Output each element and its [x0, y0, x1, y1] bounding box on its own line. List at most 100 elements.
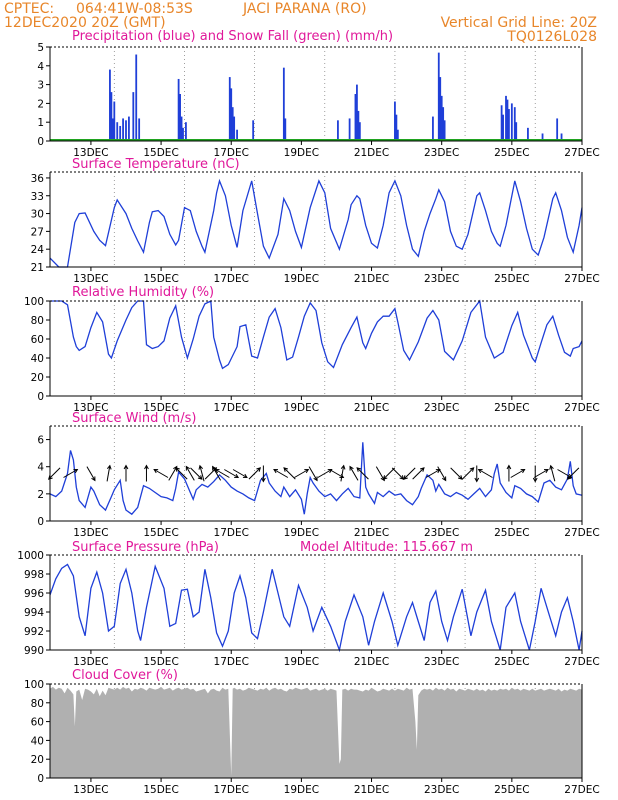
wind-arrow	[185, 465, 195, 481]
wind-arrow-head	[144, 464, 149, 470]
wind-arrow-shaft	[185, 466, 195, 481]
wind-arrow-shaft	[224, 469, 239, 478]
precip-bar	[185, 122, 187, 141]
wind-arrow	[283, 467, 296, 480]
precip-bar	[556, 118, 559, 141]
x-tick-label: 23DEC	[424, 527, 459, 539]
precip-bar	[337, 120, 339, 141]
x-tick-label: 15DEC	[143, 527, 178, 539]
wind-arrow-shaft	[283, 467, 296, 480]
wind-arrow-head	[256, 467, 262, 472]
x-tick-label: 23DEC	[424, 784, 459, 796]
x-tick-label: 19DEC	[284, 527, 319, 539]
precip-bar	[233, 116, 236, 141]
wind-arrow-shaft	[383, 467, 396, 480]
precip-bar	[236, 129, 238, 141]
y-tick-label: 40	[31, 353, 44, 365]
wind-arrow-head	[214, 468, 220, 474]
wind-arrow	[63, 468, 79, 478]
wind-arrow	[248, 467, 262, 480]
panel-title: Surface Temperature (nC)	[72, 157, 240, 172]
x-tick-label: 21DEC	[354, 402, 389, 414]
y-tick-label: 33	[31, 191, 44, 203]
wind-arrow-shaft	[273, 469, 289, 478]
wind-arrow	[566, 467, 580, 480]
wind-arrow	[224, 469, 240, 479]
wind-arrow-shaft	[349, 466, 359, 481]
x-tick-label: 15DEC	[143, 784, 178, 796]
x-tick-label: 23DEC	[424, 402, 459, 414]
wind-arrow-head	[106, 464, 112, 470]
x-tick-label: 17DEC	[214, 527, 249, 539]
x-tick-label: 17DEC	[214, 402, 249, 414]
y-tick-label: 4	[37, 61, 44, 73]
wind-arrow	[168, 465, 178, 481]
wind-arrow-shaft	[478, 469, 493, 478]
wind-arrow	[340, 464, 346, 482]
model-altitude-label: Model Altitude: 115.667 m	[300, 540, 473, 555]
wind-arrow-shaft	[63, 469, 78, 478]
x-tick-label: 21DEC	[354, 527, 389, 539]
precip-bar	[527, 127, 529, 141]
wind-arrow	[294, 468, 310, 478]
wind-arrow	[232, 469, 248, 479]
precip-bar	[252, 120, 255, 141]
panel-precipitation: 0 1 2 3 4 5 13DEC 15DEC 17DEC 19DEC 21DEC 23DEC 25DE…	[37, 29, 599, 159]
wind-arrow-head	[356, 467, 362, 472]
wind-arrow-shaft	[329, 469, 344, 478]
precip-bar	[505, 95, 507, 141]
series-line	[50, 299, 583, 370]
wind-arrow	[190, 467, 203, 480]
y-tick-label: 0	[37, 136, 44, 148]
x-tick-label: 27DEC	[564, 402, 599, 414]
x-tick-label: 15DEC	[143, 656, 178, 668]
wind-arrow-shaft	[317, 469, 332, 478]
precip-bar	[116, 122, 119, 141]
precip-bar	[515, 122, 518, 141]
wind-arrow-shaft	[48, 467, 61, 480]
wind-arrow-head	[47, 475, 53, 480]
y-tick-label: 996	[24, 588, 44, 600]
wind-arrow-shaft	[248, 467, 261, 480]
y-tick-label: 5	[37, 42, 44, 54]
x-tick-label: 21DEC	[354, 273, 389, 285]
y-tick-label: 3	[37, 80, 44, 92]
wind-arrow-head	[457, 475, 463, 480]
precip-bar	[510, 103, 513, 141]
x-tick-label: 23DEC	[424, 147, 459, 159]
y-tick-label: 0	[37, 516, 44, 528]
y-tick-label: 40	[31, 735, 44, 747]
wind-arrow-shaft	[212, 466, 222, 481]
wind-arrow-shaft	[403, 467, 416, 480]
wind-arrow-shaft	[215, 469, 230, 478]
y-tick-label: 21	[31, 262, 44, 274]
wind-arrow	[123, 464, 129, 482]
wind-arrow-head	[198, 464, 204, 470]
precip-bar	[125, 120, 127, 141]
precip-bar	[228, 77, 231, 141]
y-tick-label: 20	[31, 372, 44, 384]
wind-arrow-head	[242, 473, 248, 479]
wind-arrow	[144, 464, 149, 482]
wind-arrow-shaft	[168, 466, 178, 481]
wind-arrow-head	[543, 468, 549, 474]
header-location-coords: 064:41W-08:53S	[76, 1, 193, 17]
wind-arrow-head	[419, 467, 425, 472]
header-code: TQ0126L028	[506, 29, 597, 45]
precip-bar	[110, 92, 113, 141]
wind-arrow	[349, 465, 359, 481]
y-tick-label: 1000	[17, 550, 44, 562]
wind-arrow-head	[73, 468, 79, 474]
precip-bar	[394, 101, 396, 141]
x-tick-label: 17DEC	[214, 147, 249, 159]
header: CPTEC: 064:41W-08:53S JACI PARANA (RO) 1…	[4, 1, 597, 45]
wind-arrow-shaft	[437, 466, 447, 481]
wind-arrow-head	[403, 475, 408, 480]
precip-bar	[180, 116, 183, 141]
wind-arrow	[317, 468, 333, 478]
y-tick-label: 990	[24, 645, 44, 657]
precip-bar	[132, 92, 135, 141]
wind-arrow-shaft	[86, 466, 96, 481]
wind-arrow	[474, 465, 480, 483]
